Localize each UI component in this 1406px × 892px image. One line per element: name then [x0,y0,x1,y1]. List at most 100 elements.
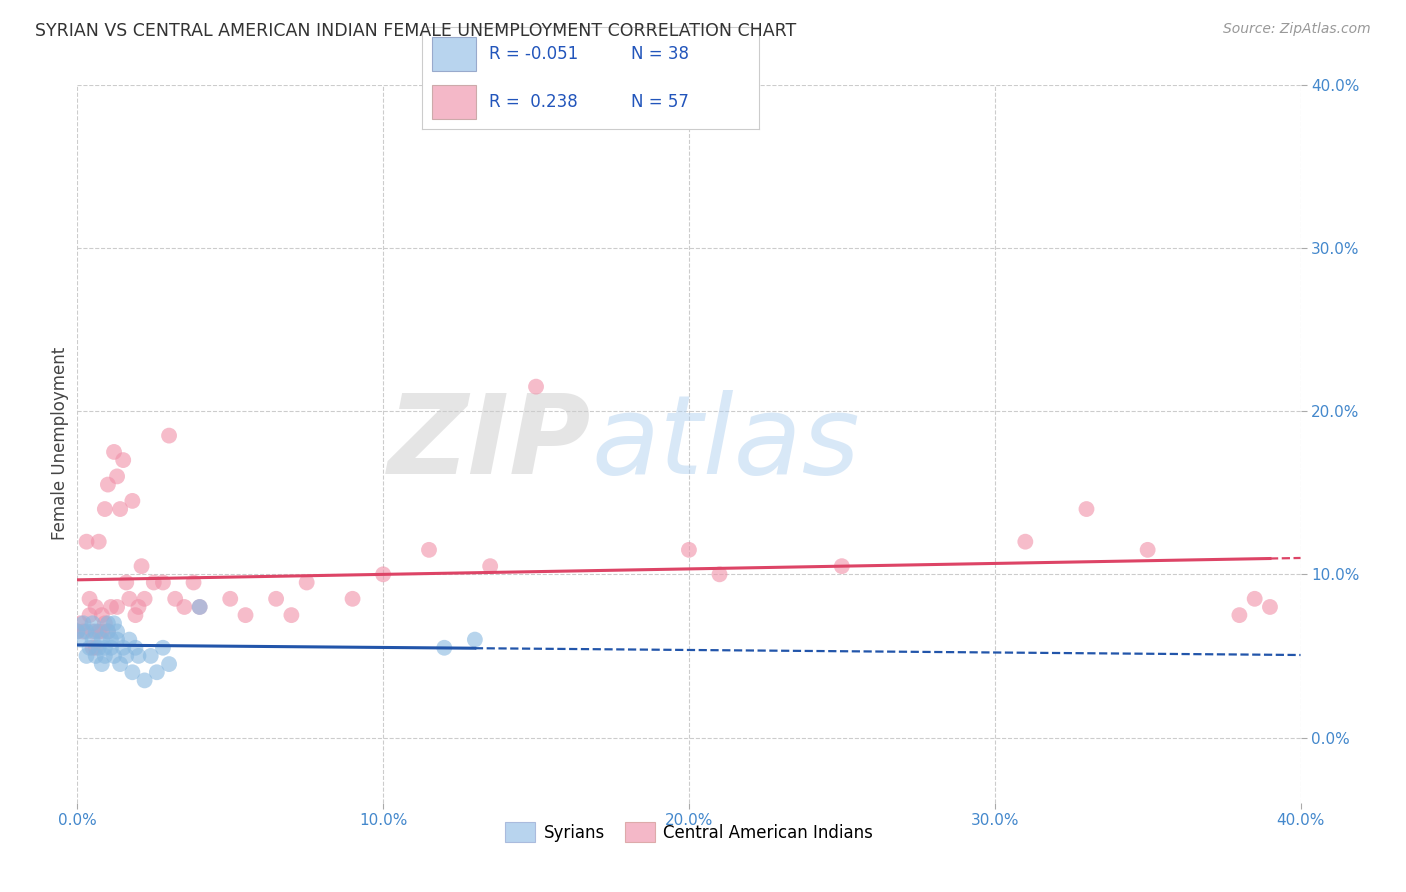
Point [84,648,107,663]
Point [103,616,125,631]
Point [82,624,104,639]
Point [115,648,138,663]
Point [94,640,117,655]
Point [464,632,486,647]
Point [418,542,440,557]
Point [295,575,318,590]
Point [127,599,149,614]
Point [94,648,117,663]
Point [100,640,122,655]
Point [1076,502,1098,516]
Point [87,534,110,549]
Point [1258,599,1281,614]
Text: SYRIAN VS CENTRAL AMERICAN INDIAN FEMALE UNEMPLOYMENT CORRELATION CHART: SYRIAN VS CENTRAL AMERICAN INDIAN FEMALE… [35,22,796,40]
Text: N = 38: N = 38 [631,45,689,63]
Point [127,648,149,663]
Point [433,640,456,655]
Point [108,657,131,671]
Point [100,599,122,614]
Point [183,575,205,590]
Legend: Syrians, Central American Indians: Syrians, Central American Indians [498,816,880,848]
Point [188,599,211,614]
Point [219,591,242,606]
Point [1014,534,1036,549]
Point [524,379,547,393]
Point [82,632,104,647]
Point [103,648,125,663]
Point [66,624,89,639]
Text: Source: ZipAtlas.com: Source: ZipAtlas.com [1223,22,1371,37]
Bar [432,37,475,70]
Point [134,591,156,606]
Point [69,632,91,647]
Point [90,632,112,647]
Point [678,542,700,557]
Point [94,502,117,516]
Point [90,608,112,623]
Point [97,477,120,491]
Point [264,591,287,606]
Point [87,640,110,655]
Point [139,648,162,663]
Point [82,640,104,655]
Point [831,559,853,574]
Point [131,559,153,574]
Point [188,599,211,614]
Point [66,624,89,639]
Point [100,632,122,647]
Point [72,624,94,639]
Bar [432,86,475,119]
Point [118,632,141,647]
Point [105,599,128,614]
Point [79,608,101,623]
Text: R = -0.051: R = -0.051 [489,45,578,63]
Point [371,567,394,582]
Point [76,534,98,549]
Point [87,624,110,639]
Point [76,624,98,639]
Point [121,665,143,680]
Point [152,575,174,590]
Point [105,624,128,639]
Text: N = 57: N = 57 [631,93,689,111]
Point [90,624,112,639]
Text: atlas: atlas [591,391,859,497]
Point [90,657,112,671]
Point [105,469,128,483]
Point [124,640,146,655]
Point [124,608,146,623]
Point [105,632,128,647]
Point [342,591,364,606]
Point [97,616,120,631]
Point [69,616,91,631]
Text: R =  0.238: R = 0.238 [489,93,578,111]
Point [84,640,107,655]
Point [157,428,180,442]
Point [82,616,104,631]
Point [709,567,731,582]
Point [157,657,180,671]
Point [84,599,107,614]
Point [108,502,131,516]
Point [115,575,138,590]
Point [479,559,502,574]
Y-axis label: Female Unemployment: Female Unemployment [51,347,69,541]
Point [280,608,302,623]
Point [1136,542,1159,557]
Point [121,494,143,508]
Point [112,453,135,467]
Point [94,616,117,631]
Point [112,640,135,655]
Point [79,591,101,606]
Point [84,624,107,639]
Point [235,608,257,623]
Point [1229,608,1251,623]
Point [1243,591,1265,606]
Point [103,445,125,459]
Point [72,616,94,631]
Point [118,591,141,606]
Point [134,673,156,688]
Point [146,665,169,680]
Point [76,648,98,663]
Point [142,575,165,590]
